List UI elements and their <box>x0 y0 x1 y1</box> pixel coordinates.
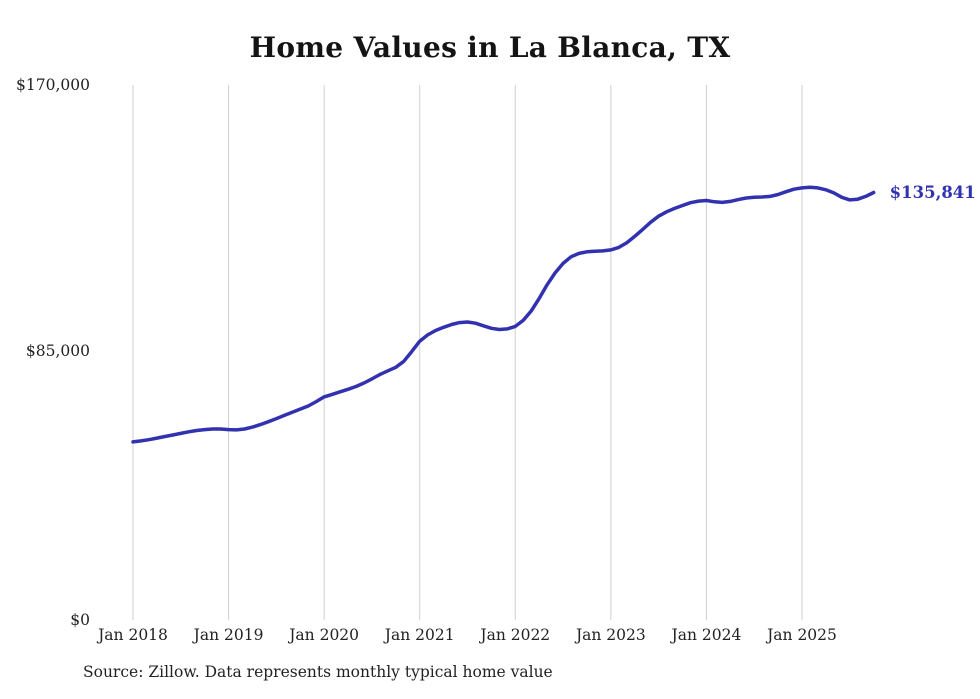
latest-value-label: $135,841 <box>889 182 976 202</box>
home-value-line <box>131 185 876 444</box>
chart-title: Home Values in La Blanca, TX <box>249 31 731 64</box>
x-tick-jan-2021: Jan 2021 <box>384 626 455 644</box>
x-tick-jan-2022: Jan 2022 <box>480 626 551 644</box>
x-tick-jan-2018: Jan 2018 <box>98 626 168 644</box>
x-tick-jan-2023: Jan 2023 <box>575 626 646 644</box>
x-tick-jan-2019: Jan 2019 <box>193 626 264 644</box>
x-tick-jan-2020: Jan 2020 <box>289 626 360 644</box>
x-tick-jan-2024: Jan 2024 <box>671 626 742 644</box>
y-tick-85000: $85,000 <box>25 342 90 360</box>
source-note: Source: Zillow. Data represents monthly … <box>83 663 553 681</box>
x-tick-jan-2025: Jan 2025 <box>767 626 837 644</box>
gridlines <box>132 85 803 620</box>
y-tick-0: $0 <box>70 611 90 629</box>
y-tick-170000: $170,000 <box>16 76 90 94</box>
